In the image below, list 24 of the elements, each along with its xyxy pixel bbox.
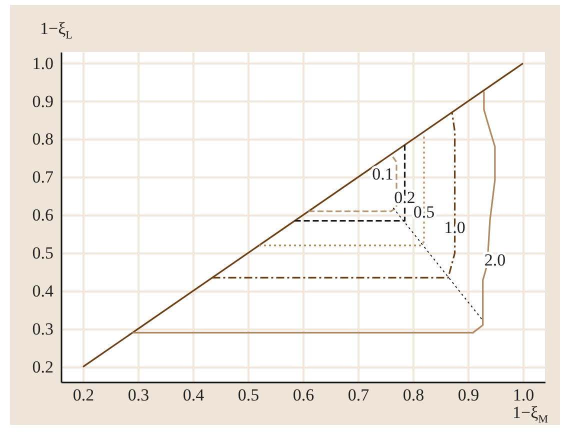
x-tick-label: 0.7 <box>348 386 370 404</box>
series-label: 0.1 <box>372 164 394 184</box>
y-tick-label: 0.7 <box>32 168 54 187</box>
y-axis-title: 1−ξ$_{L}$ <box>40 19 72 42</box>
series-label: 0.5 <box>413 202 435 222</box>
y-tick-label: 0.8 <box>32 130 54 149</box>
y-tick-label: 0.5 <box>32 244 54 263</box>
x-tick-label: 1.0 <box>512 386 534 404</box>
x-axis-title: 1−ξ$_{M}$ <box>512 403 548 426</box>
x-tick-label: 0.3 <box>128 386 150 404</box>
x-tick-label: 0.9 <box>458 386 480 404</box>
x-tick-label: 0.8 <box>402 386 424 404</box>
x-tick-label: 0.4 <box>182 386 205 404</box>
y-tick-label: 0.6 <box>32 206 54 225</box>
series-label: 1.0 <box>444 218 466 238</box>
y-tick-label: 0.4 <box>32 281 54 300</box>
x-tick-label: 0.6 <box>292 386 314 404</box>
y-tick-label: 1.0 <box>32 54 54 73</box>
y-tick-label: 0.3 <box>32 319 54 338</box>
x-tick-label: 0.5 <box>238 386 260 404</box>
y-tick-label: 0.9 <box>32 92 54 111</box>
y-tick-label: 0.2 <box>32 357 54 376</box>
series-label: 0.2 <box>394 188 416 208</box>
x-tick-label: 0.2 <box>72 386 94 404</box>
